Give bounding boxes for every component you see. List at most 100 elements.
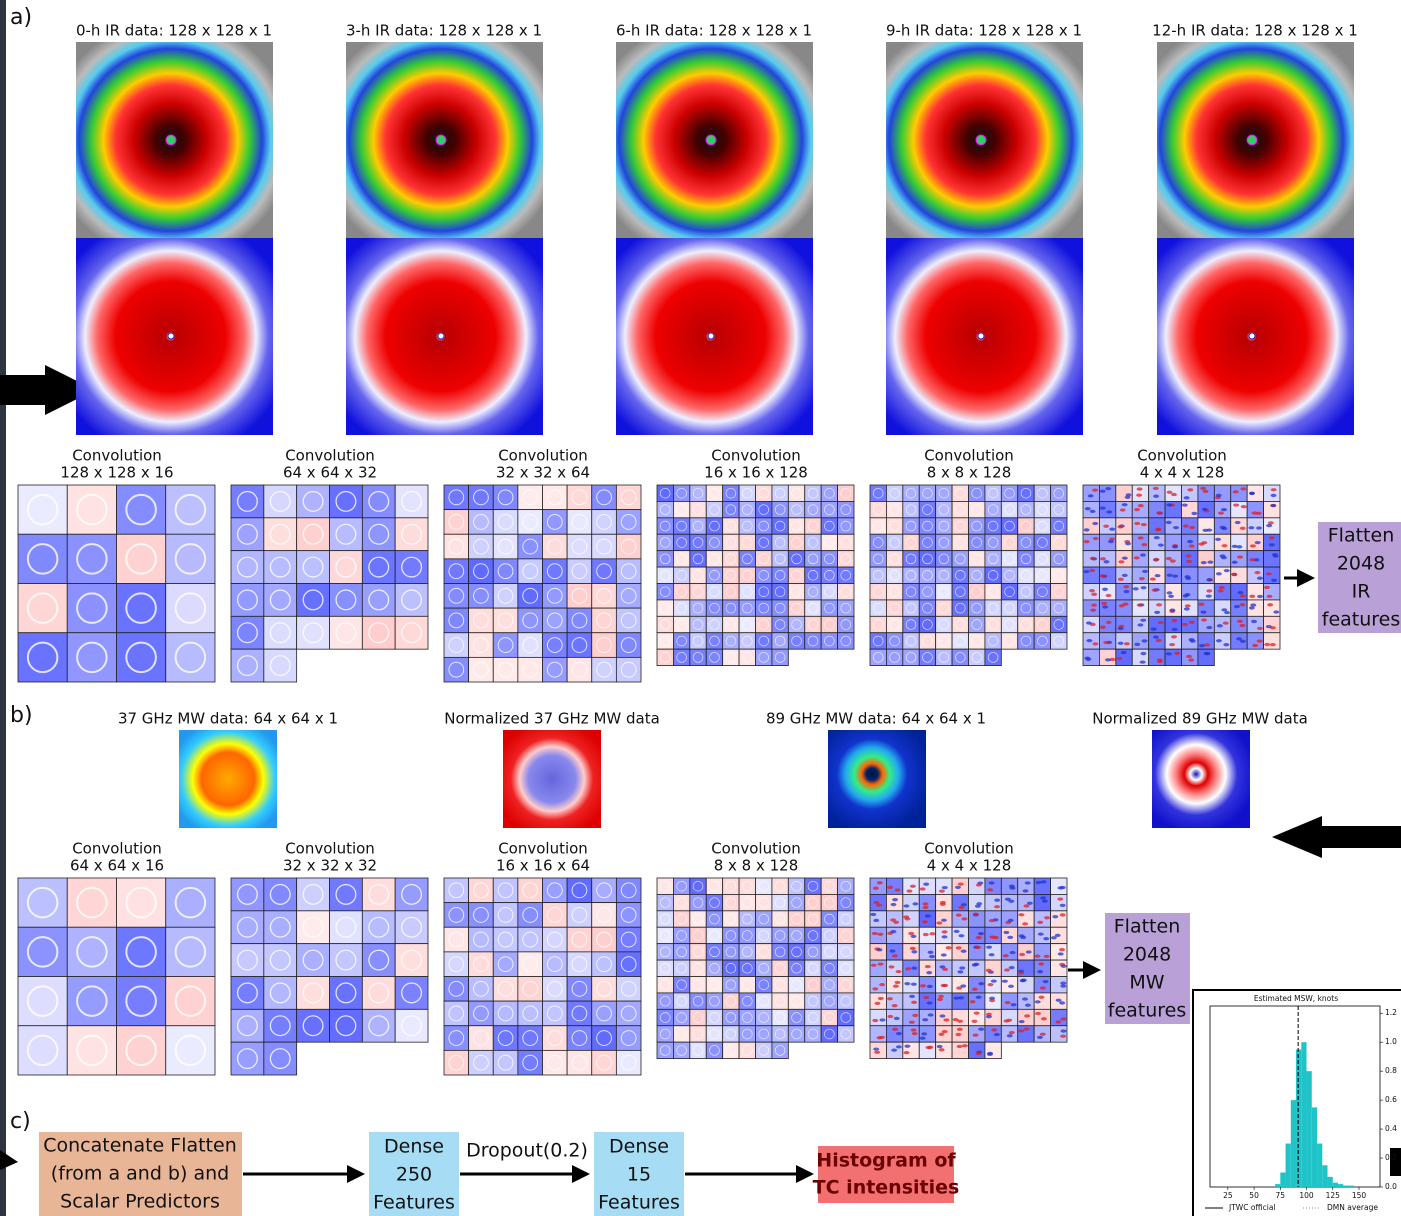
feature-blob	[1172, 628, 1178, 631]
feature-blob	[987, 888, 993, 891]
left-edge	[0, 0, 6, 1216]
feature-blob	[1189, 526, 1195, 529]
feature-map-tile	[952, 878, 968, 894]
feature-map-tile	[297, 584, 330, 617]
conv-label: Convolution	[924, 447, 1014, 465]
histogram-bar	[1280, 1173, 1285, 1187]
feature-blob	[990, 935, 996, 938]
feature-map-tile	[821, 633, 837, 649]
feature-map-tile	[919, 1009, 935, 1025]
flatten-text: features	[1108, 1000, 1187, 1022]
feature-blob	[1154, 611, 1160, 614]
histogram-bar	[1317, 1144, 1322, 1187]
feature-map-tile	[567, 584, 592, 609]
feature-map-tile	[952, 993, 968, 1009]
feature-blob	[1184, 575, 1190, 578]
feature-blob	[1103, 641, 1109, 644]
feature-map-tile	[739, 944, 755, 960]
feature-map-tile	[518, 584, 543, 609]
feature-map-tile	[1165, 600, 1181, 616]
feature-map-tile	[706, 1026, 722, 1042]
feature-map-tile	[772, 878, 788, 894]
feature-blob	[976, 936, 982, 939]
feature-map-tile	[444, 584, 469, 609]
feature-map-tile	[673, 485, 689, 501]
feature-map-tile	[330, 518, 363, 551]
feature-map-tile	[673, 960, 689, 976]
feature-map-tile	[1001, 633, 1017, 649]
feature-blob	[910, 947, 916, 950]
feature-blob	[1188, 658, 1194, 661]
feature-map-tile	[543, 633, 568, 658]
feature-blob	[956, 946, 962, 949]
feature-map-tile	[518, 559, 543, 584]
eye	[168, 333, 174, 339]
feature-map-tile	[493, 878, 518, 903]
feature-blob	[989, 953, 995, 956]
feature-map-tile	[444, 1050, 469, 1075]
feature-map-tile	[706, 993, 722, 1009]
feature-map-tile	[886, 501, 902, 517]
feature-blob	[1023, 889, 1029, 892]
feature-map-tile	[788, 894, 804, 910]
feature-map-tile	[919, 1042, 935, 1058]
feature-map-tile	[870, 600, 886, 616]
feature-map-tile	[870, 551, 886, 567]
feature-map-tile	[231, 518, 264, 551]
feature-map-tile	[1034, 977, 1050, 993]
feature-map-tile	[903, 1042, 919, 1058]
feature-blob	[1123, 602, 1129, 605]
feature-blob	[1060, 982, 1066, 985]
feature-map-tile	[1051, 944, 1067, 960]
feature-map-tile	[444, 559, 469, 584]
feature-map-tile	[1001, 894, 1017, 910]
feature-map-tile	[969, 501, 985, 517]
feature-map-tile	[469, 1026, 494, 1051]
feature-blob	[910, 885, 916, 888]
feature-map-tile	[886, 960, 902, 976]
feature-map-tile	[1264, 616, 1280, 632]
feature-map-tile	[166, 977, 215, 1026]
eye	[978, 333, 984, 339]
feature-blob	[1118, 578, 1124, 581]
feature-map-tile	[969, 485, 985, 501]
feature-map-tile	[952, 600, 968, 616]
feature-blob	[1091, 604, 1097, 607]
feature-blob	[956, 913, 962, 916]
feature-blob	[895, 888, 901, 891]
feature-blob	[989, 999, 995, 1002]
feature-map-tile	[805, 960, 821, 976]
x-tick-label: 100	[1299, 1191, 1314, 1200]
feature-blob	[1002, 980, 1008, 983]
feature-blob	[1237, 620, 1243, 623]
feature-blob	[895, 981, 901, 984]
figure: a) b) c) Concatenate Flatten (from a and…	[0, 0, 1401, 1216]
feature-map-tile	[838, 485, 854, 501]
feature-map-tile	[166, 1026, 215, 1075]
feature-map-tile	[690, 534, 706, 550]
feature-map-tile	[903, 633, 919, 649]
feature-map-tile	[936, 600, 952, 616]
feature-map-tile	[821, 977, 837, 993]
feature-map-tile	[903, 616, 919, 632]
image-title: 37 GHz MW data: 64 x 64 x 1	[118, 710, 338, 728]
feature-map-tile	[469, 559, 494, 584]
feature-map-tile	[821, 911, 837, 927]
feature-map-tile	[673, 633, 689, 649]
feature-map-tile	[772, 485, 788, 501]
feature-blob	[1185, 593, 1191, 596]
feature-map-tile	[493, 608, 518, 633]
y-tick-label: 1.0	[1385, 1037, 1397, 1046]
feature-blob	[953, 1018, 959, 1021]
feature-blob	[991, 979, 997, 982]
feature-map-tile	[772, 600, 788, 616]
feature-blob	[1125, 542, 1131, 545]
feature-map-tile	[1051, 584, 1067, 600]
feature-map-tile	[788, 944, 804, 960]
feature-map-tile	[543, 608, 568, 633]
feature-map-tile	[739, 584, 755, 600]
feature-map-tile	[592, 1026, 617, 1051]
feature-map-tile	[1018, 501, 1034, 517]
legend-label: DMN average	[1327, 1203, 1378, 1212]
feature-blob	[957, 1028, 963, 1031]
